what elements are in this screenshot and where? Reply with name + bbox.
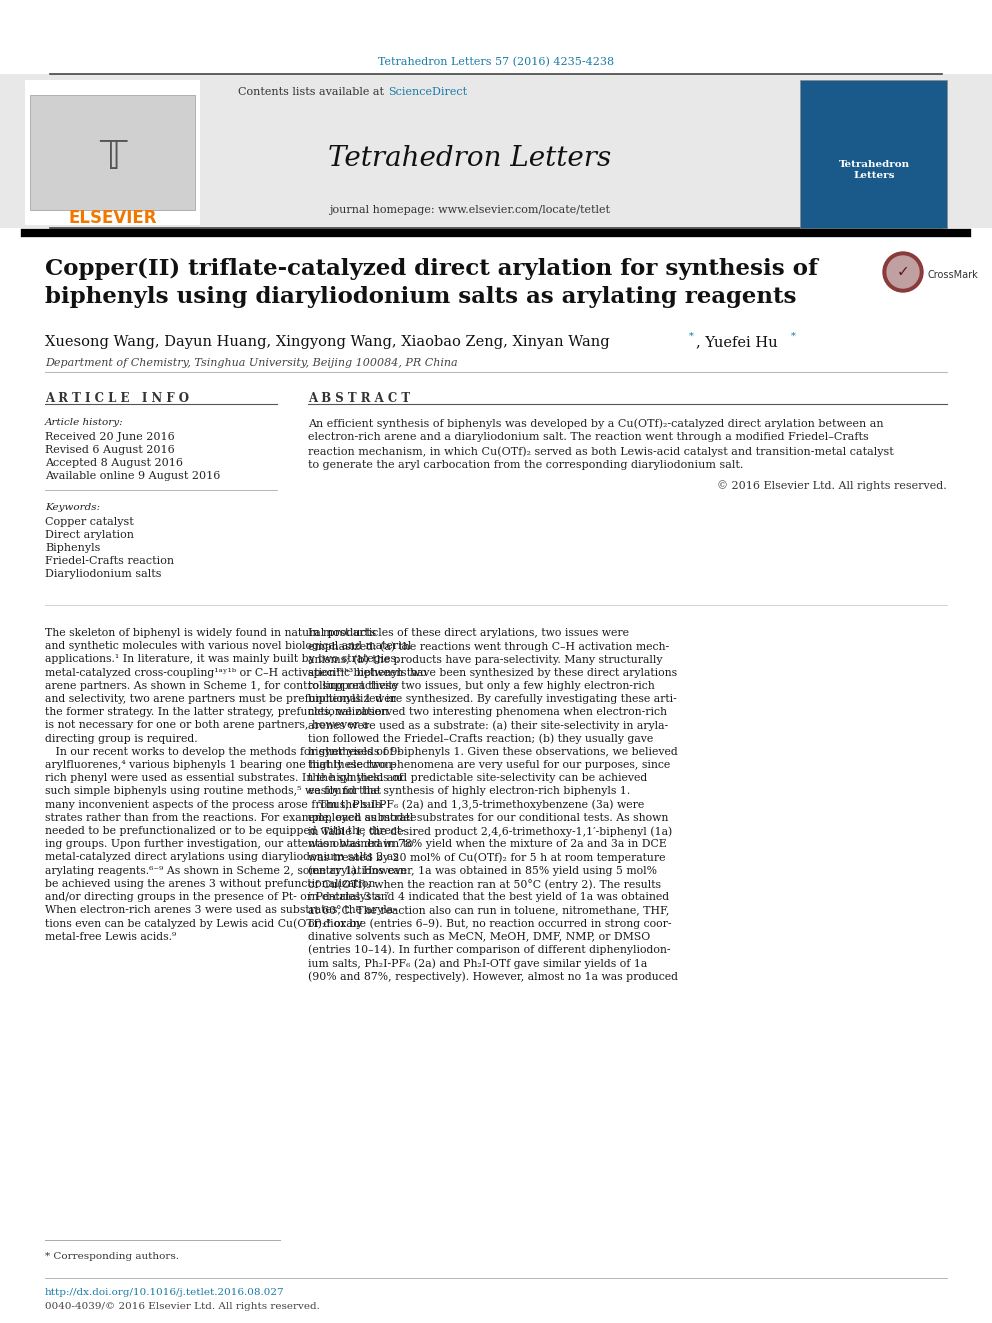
Text: needed to be prefunctionalized or to be equipped with the direct-: needed to be prefunctionalized or to be …	[45, 826, 405, 836]
Text: in entries 3 and 4 indicated that the best yield of 1a was obtained: in entries 3 and 4 indicated that the be…	[308, 892, 670, 902]
Text: Direct arylation: Direct arylation	[45, 531, 134, 540]
Text: Copper catalyst: Copper catalyst	[45, 517, 134, 527]
Text: arylating reagents.⁶⁻⁹ As shown in Scheme 2, some arylations can: arylating reagents.⁶⁻⁹ As shown in Schem…	[45, 865, 407, 876]
Text: arene partners. As shown in Scheme 1, for controlling reactivity: arene partners. As shown in Scheme 1, fo…	[45, 681, 399, 691]
Text: strates rather than from the reactions. For example, each substrate: strates rather than from the reactions. …	[45, 812, 417, 823]
Text: and/or directing groups in the presence of Pt- or Pd-catalysts.⁷: and/or directing groups in the presence …	[45, 892, 389, 902]
Text: many inconvenient aspects of the process arose from the sub-: many inconvenient aspects of the process…	[45, 799, 385, 810]
Text: cles, we observed two interesting phenomena when electron-rich: cles, we observed two interesting phenom…	[308, 708, 667, 717]
Text: applications.¹ In literature, it was mainly built by two strategies:: applications.¹ In literature, it was mai…	[45, 655, 400, 664]
Text: Contents lists available at: Contents lists available at	[238, 87, 388, 97]
Text: Tetrahedron
Letters: Tetrahedron Letters	[838, 160, 910, 180]
Text: ScienceDirect: ScienceDirect	[388, 87, 467, 97]
Text: A B S T R A C T: A B S T R A C T	[308, 392, 410, 405]
Bar	[30, 95, 195, 210]
Text: ✓: ✓	[897, 265, 910, 279]
Text: reaction mechanism, in which Cu(OTf)₂ served as both Lewis-acid catalyst and tra: reaction mechanism, in which Cu(OTf)₂ se…	[308, 446, 894, 456]
Text: Diaryliodonium salts: Diaryliodonium salts	[45, 569, 162, 579]
Text: arylfluorenes,⁴ various biphenyls 1 bearing one highly electron-: arylfluorenes,⁴ various biphenyls 1 bear…	[45, 759, 396, 770]
Circle shape	[883, 251, 923, 292]
Text: dinative solvents such as MeCN, MeOH, DMF, NMP, or DMSO: dinative solvents such as MeCN, MeOH, DM…	[308, 931, 650, 942]
Text: In our recent works to develop the methods for syntheses of 9-: In our recent works to develop the metho…	[45, 746, 401, 757]
Text: ELSEVIER: ELSEVIER	[68, 209, 158, 228]
Text: Xuesong Wang, Dayun Huang, Xingyong Wang, Xiaobao Zeng, Xinyan Wang: Xuesong Wang, Dayun Huang, Xingyong Wang…	[45, 335, 610, 349]
Text: easily for the synthesis of highly electron-rich biphenyls 1.: easily for the synthesis of highly elect…	[308, 786, 630, 796]
Text: An efficient synthesis of biphenyls was developed by a Cu(OTf)₂-catalyzed direct: An efficient synthesis of biphenyls was …	[308, 418, 884, 429]
Text: Tetrahedron Letters: Tetrahedron Letters	[328, 144, 612, 172]
Text: 0040-4039/© 2016 Elsevier Ltd. All rights reserved.: 0040-4039/© 2016 Elsevier Ltd. All right…	[45, 1302, 319, 1311]
Text: that these two phenomena are very useful for our purposes, since: that these two phenomena are very useful…	[308, 759, 671, 770]
Text: the former strategy. In the latter strategy, prefunctionalization: the former strategy. In the latter strat…	[45, 708, 389, 717]
Text: 𝕋: 𝕋	[99, 139, 127, 177]
Text: in Table 1, the desired product 2,4,6-trimethoxy-1,1′-biphenyl (1a): in Table 1, the desired product 2,4,6-tr…	[308, 826, 673, 836]
Text: A R T I C L E   I N F O: A R T I C L E I N F O	[45, 392, 189, 405]
Bar	[25, 79, 200, 225]
Text: Copper(II) triflate-catalyzed direct arylation for synthesis of
biphenyls using : Copper(II) triflate-catalyzed direct ary…	[45, 258, 817, 308]
Text: was treated by 20 mol% of Cu(OTf)₂ for 5 h at room temperature: was treated by 20 mol% of Cu(OTf)₂ for 5…	[308, 852, 666, 863]
Text: * Corresponding authors.: * Corresponding authors.	[45, 1252, 179, 1261]
Text: (entries 10–14). In further comparison of different diphenyliodon-: (entries 10–14). In further comparison o…	[308, 945, 671, 955]
Text: and synthetic molecules with various novel biological and material: and synthetic molecules with various nov…	[45, 642, 412, 651]
Text: metal-catalyzed direct arylations using diaryliodonium salts 2 as: metal-catalyzed direct arylations using …	[45, 852, 399, 863]
Text: (90% and 87%, respectively). However, almost no 1a was produced: (90% and 87%, respectively). However, al…	[308, 971, 678, 982]
Text: Accepted 8 August 2016: Accepted 8 August 2016	[45, 458, 183, 468]
Text: tions even can be catalyzed by Lewis acid Cu(OTf)₂⁸ or by: tions even can be catalyzed by Lewis aci…	[45, 918, 362, 929]
Text: such simple biphenyls using routine methods,⁵ we found that: such simple biphenyls using routine meth…	[45, 786, 381, 796]
Bar	[800, 79, 947, 228]
Text: Available online 9 August 2016: Available online 9 August 2016	[45, 471, 220, 482]
Text: Biphenyls: Biphenyls	[45, 542, 100, 553]
Text: CrossMark: CrossMark	[927, 270, 978, 280]
Text: (entry 1). However, 1a was obtained in 85% yield using 5 mol%: (entry 1). However, 1a was obtained in 8…	[308, 865, 657, 876]
Text: *: *	[791, 332, 796, 341]
Text: When electron-rich arenes 3 were used as substrates, the aryla-: When electron-rich arenes 3 were used as…	[45, 905, 397, 916]
Text: to generate the aryl carbocation from the corresponding diaryliodonium salt.: to generate the aryl carbocation from th…	[308, 460, 743, 470]
Text: or dioxane (entries 6–9). But, no reaction occurred in strong coor-: or dioxane (entries 6–9). But, no reacti…	[308, 918, 672, 929]
Text: http://dx.doi.org/10.1016/j.tetlet.2016.08.027: http://dx.doi.org/10.1016/j.tetlet.2016.…	[45, 1289, 285, 1297]
Text: ium salts, Ph₂I-PF₆ (2a) and Ph₂I-OTf gave similar yields of 1a: ium salts, Ph₂I-PF₆ (2a) and Ph₂I-OTf ga…	[308, 958, 647, 968]
Text: metal-catalyzed cross-coupling¹ᵃʸ¹ᵇ or C–H activation¹ᵃʰ³ between two: metal-catalyzed cross-coupling¹ᵃʸ¹ᵇ or C…	[45, 668, 427, 677]
Text: Friedel-Crafts reaction: Friedel-Crafts reaction	[45, 556, 175, 566]
Text: of Cu(OTf)₂ when the reaction ran at 50°C (entry 2). The results: of Cu(OTf)₂ when the reaction ran at 50°…	[308, 878, 661, 889]
Text: Revised 6 August 2016: Revised 6 August 2016	[45, 445, 175, 455]
Text: , Yuefei Hu: , Yuefei Hu	[696, 335, 778, 349]
Text: Department of Chemistry, Tsinghua University, Beijing 100084, PR China: Department of Chemistry, Tsinghua Univer…	[45, 359, 457, 368]
Text: anisms; (b) the products have para-selectivity. Many structurally: anisms; (b) the products have para-selec…	[308, 655, 663, 665]
Text: © 2016 Elsevier Ltd. All rights reserved.: © 2016 Elsevier Ltd. All rights reserved…	[717, 480, 947, 491]
Text: to support these two issues, but only a few highly electron-rich: to support these two issues, but only a …	[308, 681, 655, 691]
Text: ing groups. Upon further investigation, our attention was drawn to: ing groups. Upon further investigation, …	[45, 839, 414, 849]
Text: was obtained in 78% yield when the mixture of 2a and 3a in DCE: was obtained in 78% yield when the mixtu…	[308, 839, 667, 849]
Text: Tetrahedron Letters 57 (2016) 4235-4238: Tetrahedron Letters 57 (2016) 4235-4238	[378, 57, 614, 67]
Text: tion followed the Friedel–Crafts reaction; (b) they usually gave: tion followed the Friedel–Crafts reactio…	[308, 733, 654, 744]
Text: rich phenyl were used as essential substrates. In the synthesis of: rich phenyl were used as essential subst…	[45, 773, 403, 783]
Text: directing group is required.: directing group is required.	[45, 733, 197, 744]
Text: be achieved using the arenes 3 without prefunctionalization: be achieved using the arenes 3 without p…	[45, 878, 375, 889]
Text: Article history:: Article history:	[45, 418, 124, 427]
Text: electron-rich arene and a diaryliodonium salt. The reaction went through a modif: electron-rich arene and a diaryliodonium…	[308, 433, 869, 442]
Text: and selectivity, two arene partners must be prefunctionalized in: and selectivity, two arene partners must…	[45, 695, 397, 704]
Text: specific biphenyls have been synthesized by these direct arylations: specific biphenyls have been synthesized…	[308, 668, 678, 677]
Text: Received 20 June 2016: Received 20 June 2016	[45, 433, 175, 442]
Text: *: *	[689, 332, 693, 341]
Text: higher yields of biphenyls 1. Given these observations, we believed: higher yields of biphenyls 1. Given thes…	[308, 746, 678, 757]
Text: the high yield and predictable site-selectivity can be achieved: the high yield and predictable site-sele…	[308, 773, 647, 783]
Text: metal-free Lewis acids.⁹: metal-free Lewis acids.⁹	[45, 931, 177, 942]
Text: Thus, Ph₂I-PF₆ (2a) and 1,3,5-trimethoxybenzene (3a) were: Thus, Ph₂I-PF₆ (2a) and 1,3,5-trimethoxy…	[308, 799, 644, 810]
Text: The skeleton of biphenyl is widely found in natural products: The skeleton of biphenyl is widely found…	[45, 628, 376, 638]
Text: is not necessary for one or both arene partners, however a: is not necessary for one or both arene p…	[45, 721, 369, 730]
Circle shape	[887, 255, 919, 288]
Bar	[0, 74, 992, 228]
Text: arenes were used as a substrate: (a) their site-selectivity in aryla-: arenes were used as a substrate: (a) the…	[308, 721, 669, 732]
Text: journal homepage: www.elsevier.com/locate/tetlet: journal homepage: www.elsevier.com/locat…	[329, 205, 610, 216]
Text: biphenyls 1 were synthesized. By carefully investigating these arti-: biphenyls 1 were synthesized. By careful…	[308, 695, 677, 704]
Text: at 60°C. The reaction also can run in toluene, nitromethane, THF,: at 60°C. The reaction also can run in to…	[308, 905, 670, 916]
Text: In most articles of these direct arylations, two issues were: In most articles of these direct arylati…	[308, 628, 629, 638]
Text: employed as model substrates for our conditional tests. As shown: employed as model substrates for our con…	[308, 812, 669, 823]
Text: Keywords:: Keywords:	[45, 503, 100, 512]
Text: emphasized: (a) the reactions went through C–H activation mech-: emphasized: (a) the reactions went throu…	[308, 642, 670, 652]
